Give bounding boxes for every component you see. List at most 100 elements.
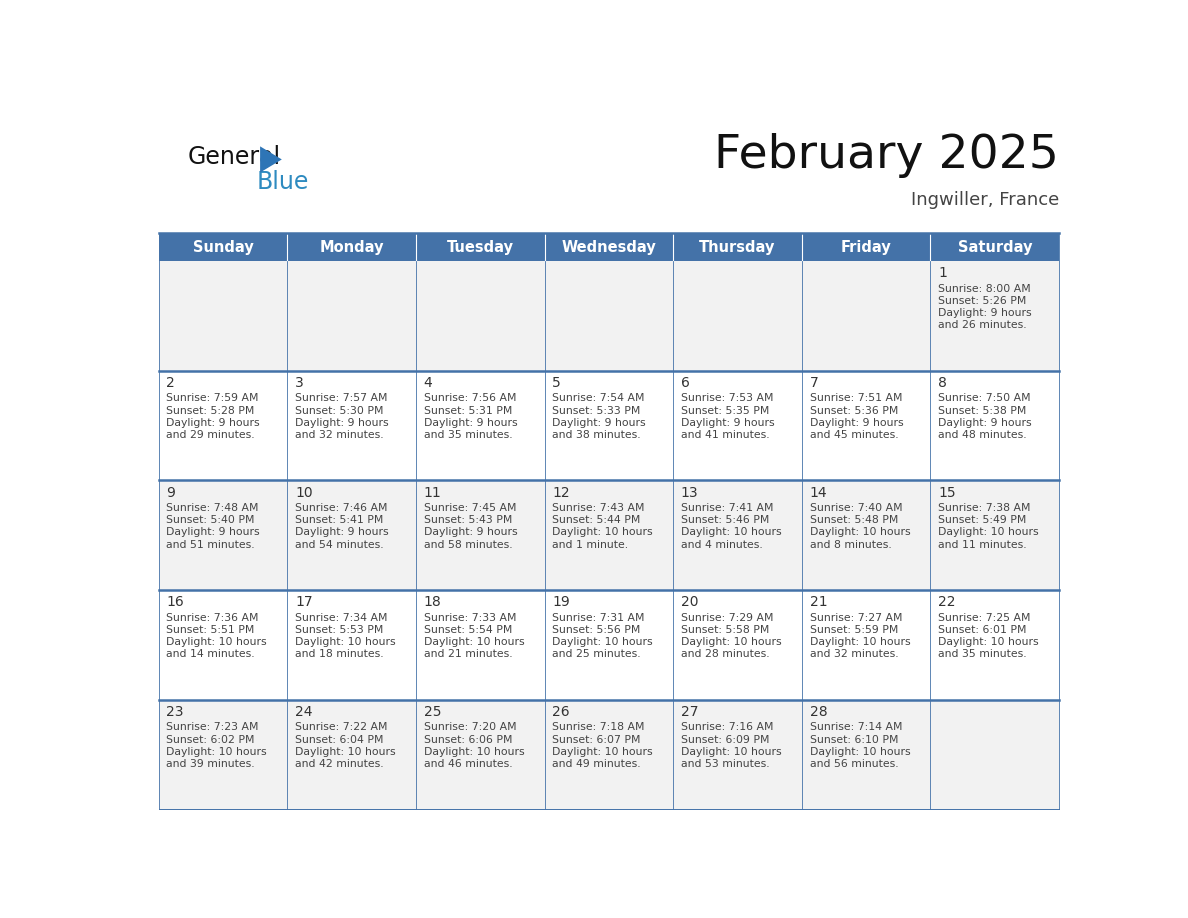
Text: Sunrise: 7:27 AM: Sunrise: 7:27 AM — [809, 612, 902, 622]
Text: Blue: Blue — [257, 170, 309, 195]
Text: Sunset: 6:02 PM: Sunset: 6:02 PM — [166, 734, 254, 744]
Text: Sunset: 6:04 PM: Sunset: 6:04 PM — [295, 734, 384, 744]
Bar — [287, 371, 416, 480]
Bar — [802, 371, 930, 480]
Text: Sunset: 6:06 PM: Sunset: 6:06 PM — [424, 734, 512, 744]
Text: Sunset: 6:10 PM: Sunset: 6:10 PM — [809, 734, 898, 744]
Bar — [287, 261, 416, 371]
Text: Sunrise: 7:18 AM: Sunrise: 7:18 AM — [552, 722, 645, 733]
Text: Sunrise: 7:31 AM: Sunrise: 7:31 AM — [552, 612, 645, 622]
Text: Sunset: 5:30 PM: Sunset: 5:30 PM — [295, 406, 384, 416]
Bar — [674, 480, 802, 590]
Bar — [416, 261, 544, 371]
Text: Daylight: 10 hours: Daylight: 10 hours — [681, 528, 782, 537]
Bar — [930, 480, 1060, 590]
Text: and 32 minutes.: and 32 minutes. — [809, 649, 898, 659]
Text: 14: 14 — [809, 486, 827, 499]
Text: 6: 6 — [681, 376, 690, 390]
Text: and 25 minutes.: and 25 minutes. — [552, 649, 640, 659]
Bar — [287, 700, 416, 810]
Text: Daylight: 9 hours: Daylight: 9 hours — [424, 528, 517, 537]
Bar — [544, 261, 674, 371]
Text: Sunset: 5:43 PM: Sunset: 5:43 PM — [424, 515, 512, 525]
Text: Daylight: 9 hours: Daylight: 9 hours — [295, 418, 388, 428]
Text: 26: 26 — [552, 705, 570, 719]
Bar — [158, 480, 287, 590]
Text: Daylight: 10 hours: Daylight: 10 hours — [681, 637, 782, 647]
Bar — [158, 590, 287, 700]
Text: 25: 25 — [424, 705, 441, 719]
Text: Sunset: 5:49 PM: Sunset: 5:49 PM — [939, 515, 1026, 525]
Bar — [674, 371, 802, 480]
Text: Sunset: 5:53 PM: Sunset: 5:53 PM — [295, 625, 384, 635]
Text: Wednesday: Wednesday — [562, 240, 656, 254]
Text: 15: 15 — [939, 486, 956, 499]
Text: Sunrise: 7:33 AM: Sunrise: 7:33 AM — [424, 612, 516, 622]
Text: and 51 minutes.: and 51 minutes. — [166, 540, 255, 550]
Text: 12: 12 — [552, 486, 570, 499]
Text: 3: 3 — [295, 376, 304, 390]
Text: Daylight: 10 hours: Daylight: 10 hours — [552, 637, 653, 647]
Bar — [930, 371, 1060, 480]
Text: 2: 2 — [166, 376, 175, 390]
Text: 20: 20 — [681, 596, 699, 610]
Bar — [674, 590, 802, 700]
Text: Daylight: 9 hours: Daylight: 9 hours — [552, 418, 646, 428]
Text: Sunset: 5:58 PM: Sunset: 5:58 PM — [681, 625, 770, 635]
Bar — [416, 590, 544, 700]
Bar — [930, 700, 1060, 810]
Text: Sunrise: 7:53 AM: Sunrise: 7:53 AM — [681, 394, 773, 403]
Text: Sunset: 5:46 PM: Sunset: 5:46 PM — [681, 515, 770, 525]
Bar — [674, 700, 802, 810]
Text: and 39 minutes.: and 39 minutes. — [166, 759, 255, 769]
Text: and 4 minutes.: and 4 minutes. — [681, 540, 763, 550]
Text: Sunset: 5:41 PM: Sunset: 5:41 PM — [295, 515, 384, 525]
Text: Sunrise: 7:25 AM: Sunrise: 7:25 AM — [939, 612, 1031, 622]
Text: Sunrise: 7:50 AM: Sunrise: 7:50 AM — [939, 394, 1031, 403]
Bar — [802, 480, 930, 590]
Text: Sunrise: 7:57 AM: Sunrise: 7:57 AM — [295, 394, 387, 403]
Text: Monday: Monday — [320, 240, 384, 254]
Text: General: General — [188, 145, 280, 169]
Text: Sunrise: 7:40 AM: Sunrise: 7:40 AM — [809, 503, 902, 513]
Text: and 32 minutes.: and 32 minutes. — [295, 430, 384, 440]
Text: Sunrise: 7:54 AM: Sunrise: 7:54 AM — [552, 394, 645, 403]
Text: and 53 minutes.: and 53 minutes. — [681, 759, 770, 769]
Text: Sunrise: 7:29 AM: Sunrise: 7:29 AM — [681, 612, 773, 622]
Text: 9: 9 — [166, 486, 175, 499]
Text: Saturday: Saturday — [958, 240, 1032, 254]
Text: 18: 18 — [424, 596, 442, 610]
Text: Daylight: 10 hours: Daylight: 10 hours — [809, 528, 910, 537]
Text: 10: 10 — [295, 486, 312, 499]
Text: and 1 minute.: and 1 minute. — [552, 540, 628, 550]
Text: Daylight: 9 hours: Daylight: 9 hours — [939, 418, 1032, 428]
Text: and 46 minutes.: and 46 minutes. — [424, 759, 512, 769]
Text: Ingwiller, France: Ingwiller, France — [911, 191, 1060, 209]
Bar — [158, 371, 287, 480]
Text: Sunset: 6:09 PM: Sunset: 6:09 PM — [681, 734, 770, 744]
Text: Tuesday: Tuesday — [447, 240, 513, 254]
Text: and 41 minutes.: and 41 minutes. — [681, 430, 770, 440]
Text: 8: 8 — [939, 376, 947, 390]
Text: Sunrise: 7:56 AM: Sunrise: 7:56 AM — [424, 394, 516, 403]
Text: 23: 23 — [166, 705, 184, 719]
Text: 17: 17 — [295, 596, 312, 610]
Text: Daylight: 10 hours: Daylight: 10 hours — [552, 528, 653, 537]
Bar — [674, 261, 802, 371]
Text: Sunset: 5:33 PM: Sunset: 5:33 PM — [552, 406, 640, 416]
Text: Daylight: 10 hours: Daylight: 10 hours — [166, 746, 267, 756]
Text: and 28 minutes.: and 28 minutes. — [681, 649, 770, 659]
Text: and 29 minutes.: and 29 minutes. — [166, 430, 255, 440]
Text: Daylight: 10 hours: Daylight: 10 hours — [424, 746, 524, 756]
Text: 27: 27 — [681, 705, 699, 719]
Text: Sunset: 5:59 PM: Sunset: 5:59 PM — [809, 625, 898, 635]
Text: Sunrise: 7:41 AM: Sunrise: 7:41 AM — [681, 503, 773, 513]
Text: Daylight: 9 hours: Daylight: 9 hours — [809, 418, 903, 428]
Text: and 8 minutes.: and 8 minutes. — [809, 540, 891, 550]
Text: Daylight: 10 hours: Daylight: 10 hours — [809, 746, 910, 756]
Text: Sunset: 5:40 PM: Sunset: 5:40 PM — [166, 515, 254, 525]
Text: and 21 minutes.: and 21 minutes. — [424, 649, 512, 659]
Text: Sunset: 5:44 PM: Sunset: 5:44 PM — [552, 515, 640, 525]
Text: Daylight: 9 hours: Daylight: 9 hours — [295, 528, 388, 537]
Text: and 54 minutes.: and 54 minutes. — [295, 540, 384, 550]
